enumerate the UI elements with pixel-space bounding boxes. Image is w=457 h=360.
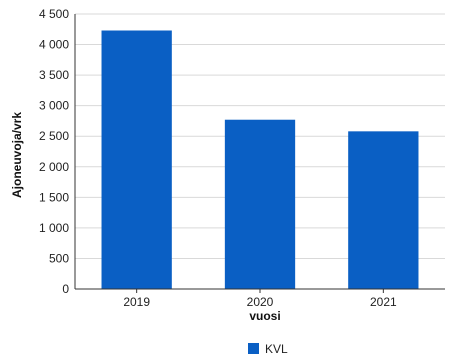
y-tick-label: 2 000 <box>39 160 69 174</box>
x-axis-title: vuosi <box>249 309 280 323</box>
y-tick-labels: 0 500 1 000 1 500 2 000 2 500 3 000 3 500 4 000 4… <box>39 7 69 296</box>
axes <box>74 14 445 293</box>
y-tick-label: 1 000 <box>39 221 69 235</box>
legend-label-kvl: KVL <box>265 342 288 356</box>
y-tick-label: 0 <box>62 282 69 296</box>
bar-2021 <box>348 131 419 289</box>
bars <box>101 30 419 289</box>
y-axis-title: Ajoneuvoja/vrk <box>10 112 24 198</box>
legend: KVL <box>248 342 288 356</box>
bar-2019 <box>101 30 172 289</box>
y-tick-label: 500 <box>49 251 69 265</box>
x-tick-labels: 2019 2020 2021 <box>123 295 397 309</box>
y-tick-label: 4 500 <box>39 7 69 21</box>
x-tick-label: 2021 <box>370 295 397 309</box>
legend-swatch-kvl <box>248 343 259 354</box>
bar-2020 <box>224 119 296 289</box>
y-tick-label: 1 500 <box>39 190 69 204</box>
x-tick-label: 2019 <box>123 295 150 309</box>
x-tick-label: 2020 <box>247 295 274 309</box>
y-tick-label: 4 000 <box>39 38 69 52</box>
y-tick-label: 2 500 <box>39 129 69 143</box>
y-tick-label: 3 000 <box>39 99 69 113</box>
y-tick-label: 3 500 <box>39 68 69 82</box>
